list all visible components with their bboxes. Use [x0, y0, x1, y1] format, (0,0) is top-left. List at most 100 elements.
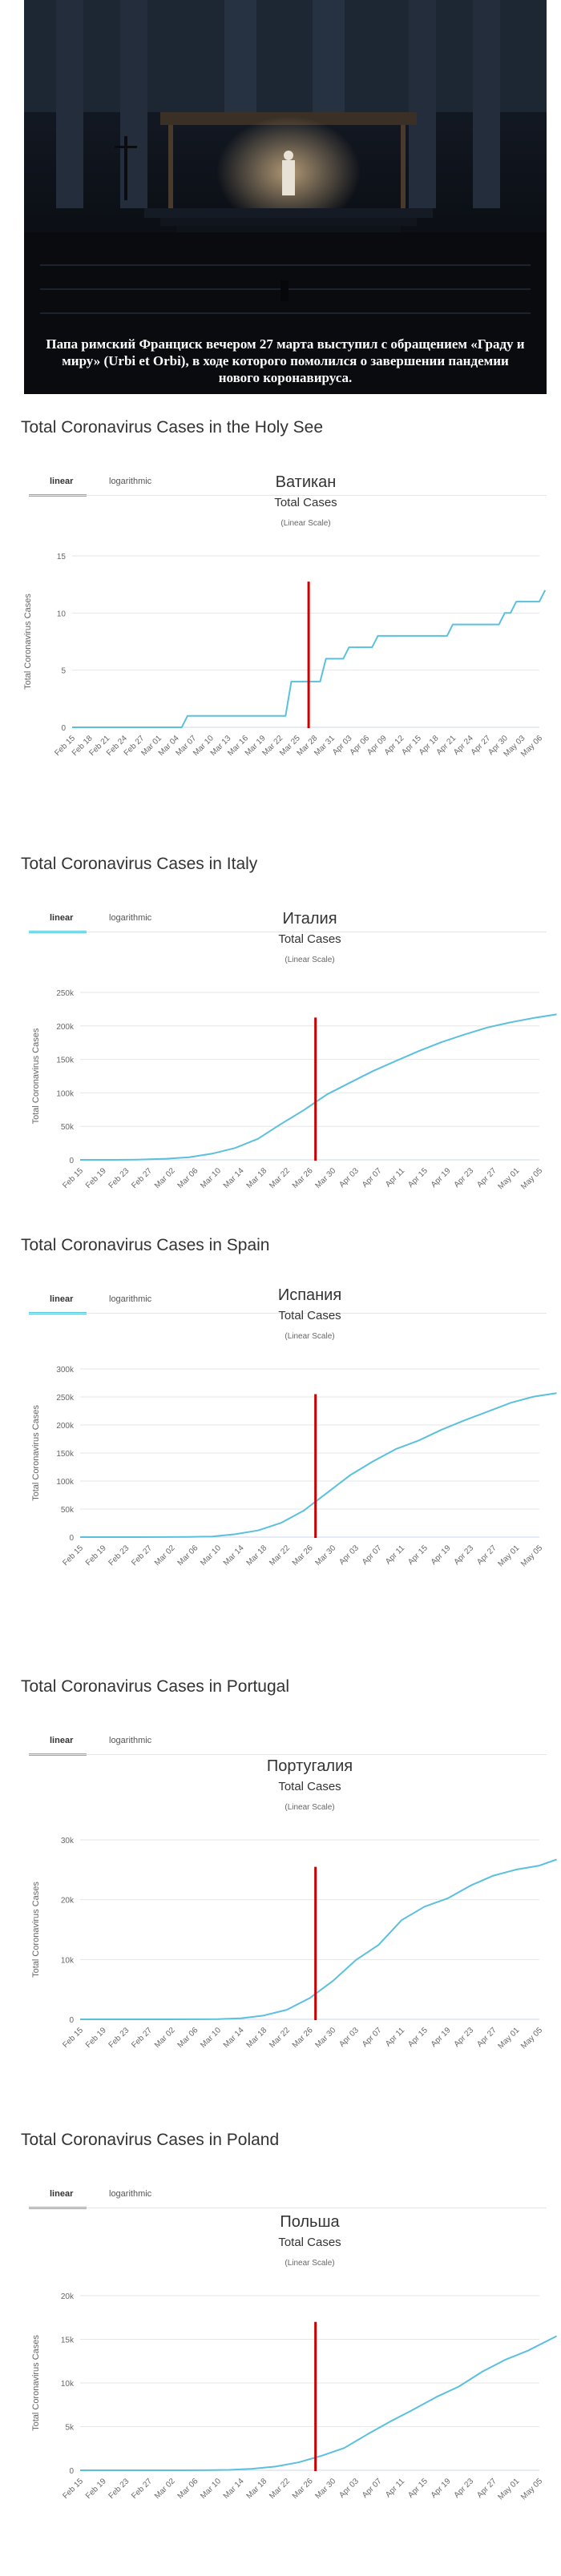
tab-linear[interactable]: linear: [50, 1294, 74, 1304]
x-tick-label: Apr 23: [453, 1166, 476, 1189]
chart-title: Ватикан: [276, 473, 337, 491]
tab-logarithmic[interactable]: logarithmic: [109, 913, 152, 923]
x-tick-label: Apr 15: [406, 1544, 430, 1567]
x-tick-label: Mar 22: [268, 2477, 292, 2501]
x-tick-label: Mar 22: [268, 2026, 292, 2050]
tab-logarithmic[interactable]: logarithmic: [109, 1294, 152, 1304]
y-tick-label: 50k: [61, 1123, 75, 1132]
x-tick-label: Apr 19: [430, 1544, 453, 1567]
y-tick-label: 50k: [61, 1506, 75, 1515]
x-tick-label: Apr 19: [430, 2026, 453, 2049]
x-tick-label: Mar 02: [153, 1544, 177, 1568]
x-tick-label: Feb 15: [61, 1166, 85, 1190]
chart-subtitle: Total Cases: [278, 1780, 341, 1793]
x-tick-label: Feb 15: [61, 2477, 85, 2501]
tab-linear[interactable]: linear: [50, 477, 74, 486]
x-tick-label: Mar 26: [291, 2026, 315, 2050]
chart-subtitle: Total Cases: [274, 496, 337, 509]
series-line: [80, 2335, 557, 2471]
x-tick-label: Apr 07: [361, 1166, 384, 1189]
chart-scale-note: (Linear Scale): [285, 2259, 334, 2268]
x-tick-label: Apr 27: [475, 1544, 498, 1567]
y-tick-label: 200k: [56, 1023, 75, 1032]
tabs-divider: [29, 1754, 547, 1755]
x-tick-label: Apr 03: [337, 1544, 361, 1567]
chart-spain: Испания Total Cases (Linear Scale) Total Co…: [31, 1286, 557, 1568]
x-tick-label: Mar 18: [245, 1544, 269, 1568]
x-tick-label: Mar 02: [153, 2026, 177, 2050]
y-tick-label: 15: [57, 553, 67, 561]
y-axis-label: Total Coronavirus Cases: [23, 594, 33, 690]
x-tick-label: Feb 15: [61, 1544, 85, 1568]
tabs-divider: [29, 495, 547, 496]
x-tick-label: Feb 23: [107, 2026, 131, 2050]
series-line: [80, 1013, 557, 1161]
tab-logarithmic[interactable]: logarithmic: [109, 2189, 152, 2199]
x-tick-label: May 05: [519, 2477, 544, 2502]
tab-linear[interactable]: linear: [50, 2189, 74, 2199]
x-tick-label: Apr 27: [475, 2026, 498, 2049]
x-tick-label: Mar 14: [222, 2477, 246, 2501]
tab-linear[interactable]: linear: [50, 913, 74, 923]
x-tick-label: Mar 26: [291, 1166, 315, 1190]
x-tick-label: Feb 19: [84, 1166, 108, 1190]
y-tick-label: 30k: [61, 1837, 75, 1845]
section-poland: Total Coronavirus Cases in Poland linear…: [0, 2131, 561, 2547]
x-tick-label: Mar 30: [313, 1544, 337, 1568]
x-tick-label: Feb 27: [130, 1544, 154, 1568]
y-tick-label: 150k: [56, 1450, 75, 1459]
y-axis-label: Total Coronavirus Cases: [31, 1882, 41, 1978]
x-tick-label: Mar 14: [222, 1166, 246, 1190]
chart-portugal: Португалия Total Cases (Linear Scale) Total…: [31, 1757, 557, 2051]
chart-title: Италия: [282, 910, 337, 928]
tab-logarithmic[interactable]: logarithmic: [109, 1736, 152, 1745]
tab-logarithmic[interactable]: logarithmic: [109, 477, 152, 486]
y-tick-label: 20k: [61, 1897, 75, 1906]
x-tick-label: Feb 27: [130, 2026, 154, 2050]
x-tick-label: Feb 27: [130, 1166, 154, 1190]
section-title: Total Coronavirus Cases in Italy: [21, 855, 258, 873]
tabs-divider: [29, 1313, 547, 1314]
x-tick-label: Mar 10: [199, 2477, 223, 2501]
series-line: [72, 590, 547, 728]
x-tick-label: Apr 19: [430, 1166, 453, 1189]
x-tick-label: May 01: [497, 2477, 522, 2502]
x-tick-label: Feb 23: [107, 1166, 131, 1190]
section-italy: Total Coronavirus Cases in Italy linear …: [0, 855, 561, 1271]
x-tick-label: Feb 15: [61, 2026, 85, 2050]
series-line: [80, 1858, 557, 2020]
y-tick-label: 0: [69, 2016, 74, 2025]
x-tick-label: May 05: [519, 2026, 544, 2051]
x-tick-label: Mar 26: [291, 1544, 315, 1568]
x-tick-label: Mar 18: [245, 1166, 269, 1190]
x-tick-label: Mar 06: [176, 1166, 200, 1190]
section-spain: Total Coronavirus Cases in Spain linear …: [0, 1236, 561, 1652]
x-tick-label: Apr 03: [337, 2026, 361, 2049]
y-tick-label: 300k: [56, 1366, 75, 1375]
x-tick-label: Mar 30: [313, 1166, 337, 1190]
chart-poland: Польша Total Cases (Linear Scale) Total Cor…: [31, 2213, 557, 2502]
chart-scale-note: (Linear Scale): [285, 1803, 334, 1812]
x-tick-label: Mar 06: [176, 2026, 200, 2050]
x-tick-label: Apr 15: [406, 2026, 430, 2049]
tab-linear[interactable]: linear: [50, 1736, 74, 1745]
chart-scale-note: (Linear Scale): [285, 1332, 334, 1341]
chart-subtitle: Total Cases: [278, 2236, 341, 2249]
series-line: [80, 1392, 557, 1538]
y-tick-label: 0: [69, 1534, 74, 1543]
y-tick-label: 20k: [61, 2292, 75, 2301]
x-tick-label: Apr 15: [406, 2477, 430, 2500]
x-tick-label: Apr 07: [361, 1544, 384, 1567]
x-tick-label: Apr 11: [384, 1544, 406, 1566]
section-title: Total Coronavirus Cases in the Holy See: [21, 418, 324, 437]
x-tick-label: Feb 19: [84, 2477, 108, 2501]
section-title: Total Coronavirus Cases in Spain: [21, 1236, 270, 1254]
y-tick-label: 200k: [56, 1422, 75, 1431]
x-tick-label: Mar 22: [268, 1544, 292, 1568]
photo-caption: Папа римский Франциск вечером 27 марта в…: [46, 336, 525, 385]
x-tick-label: Apr 11: [384, 2477, 406, 2499]
y-axis-label: Total Coronavirus Cases: [31, 1405, 41, 1501]
x-tick-label: Apr 23: [453, 2477, 476, 2500]
chart-title: Португалия: [267, 1757, 353, 1775]
x-tick-label: Mar 10: [199, 2026, 223, 2050]
